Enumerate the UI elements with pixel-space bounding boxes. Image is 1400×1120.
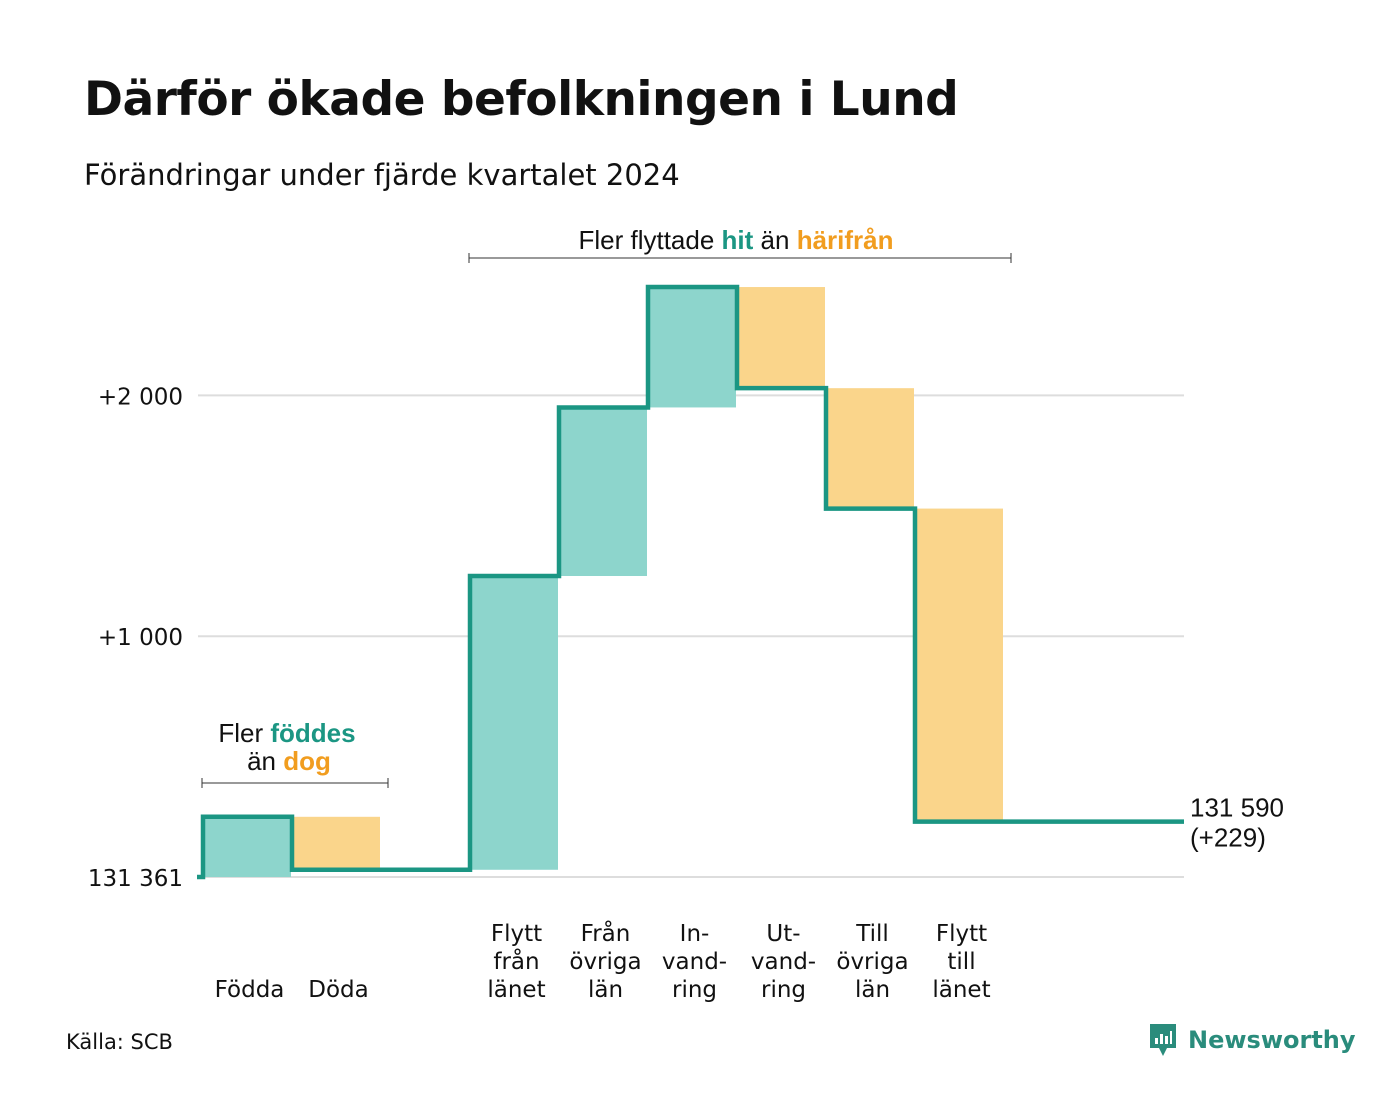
x-label-3-line-2: länet <box>487 977 545 1003</box>
x-label-7: Till övriga län <box>836 921 908 1003</box>
bars <box>205 287 1003 877</box>
newsworthy-logo-icon <box>1150 1024 1176 1056</box>
annotation-natural-line1: Fler föddes <box>218 718 355 748</box>
annotation-natural: Fler föddes än dog <box>201 718 389 788</box>
x-label-5-line-2: ring <box>672 977 717 1003</box>
annotation-migration: Fler flyttade hit än härifrån <box>468 225 1012 263</box>
x-label-6: Ut-vand-ring <box>751 921 816 1003</box>
brand-logo: Newsworthy <box>1148 1022 1356 1058</box>
x-label-4: Från övriga län <box>569 919 641 1003</box>
x-label-3: Flytt från länet <box>487 921 545 1003</box>
x-label-8-line-0: Flytt <box>936 921 987 947</box>
x-label-0-line-0: Födda <box>215 977 285 1003</box>
bar-7 <box>828 388 914 509</box>
y-tick-label-2: +2 000 <box>98 384 183 410</box>
annotation-natural-prefix2: än <box>247 746 283 776</box>
source-note: Källa: SCB <box>66 1030 173 1054</box>
bar-5 <box>650 287 736 408</box>
x-label-7-line-1: övriga <box>836 949 908 975</box>
annotation-migration-middle: än <box>753 225 796 255</box>
annotation-migration-text: Fler flyttade hit än härifrån <box>578 225 893 255</box>
gridlines <box>198 394 1184 878</box>
x-label-6-line-0: Ut- <box>766 921 800 947</box>
y-axis-labels: 131 361 +1 000 +2 000 <box>88 384 183 892</box>
x-label-5-line-1: vand- <box>662 949 727 975</box>
y-tick-label-1: +1 000 <box>98 625 183 651</box>
brand-name: Newsworthy <box>1188 1026 1356 1054</box>
annotation-natural-prefix: Fler <box>218 718 270 748</box>
end-label-line-1: (+229) <box>1190 823 1266 853</box>
bar-0 <box>205 816 291 877</box>
x-label-6-line-1: vand- <box>751 949 816 975</box>
annotation-migration-highlight-away: härifrån <box>797 225 894 255</box>
chart-title: Därför ökade befolkningen i Lund <box>84 72 959 127</box>
x-label-5: In-vand-ring <box>662 921 727 1003</box>
x-label-4-line-0: Från <box>581 919 631 947</box>
x-label-8: Flytt till länet <box>932 921 990 1003</box>
step-line <box>197 284 1184 880</box>
x-label-8-line-2: länet <box>932 977 990 1003</box>
x-label-5-line-0: In- <box>680 921 710 947</box>
x-label-1: Döda <box>308 977 368 1003</box>
x-label-7-line-0: Till <box>855 921 889 947</box>
x-label-4-line-2: län <box>588 977 623 1003</box>
bar-3 <box>472 576 558 870</box>
annotation-migration-prefix: Fler flyttade <box>578 225 721 255</box>
y-tick-label-0: 131 361 <box>88 866 183 892</box>
x-label-3-line-0: Flytt <box>491 921 542 947</box>
x-label-3-line-1: från <box>493 947 539 975</box>
bar-1 <box>294 816 380 870</box>
chart-subtitle: Förändringar under fjärde kvartalet 2024 <box>84 158 680 192</box>
step-line-group <box>197 284 1184 880</box>
x-label-8-line-1: till <box>947 949 975 975</box>
end-label-group: 131 590(+229) <box>1190 793 1284 853</box>
end-label-line-0: 131 590 <box>1190 793 1284 823</box>
x-label-4-line-1: övriga <box>569 949 641 975</box>
x-label-1-line-0: Döda <box>308 977 368 1003</box>
x-label-0: Födda <box>215 977 285 1003</box>
annotation-migration-highlight-here: hit <box>722 225 754 255</box>
x-label-7-line-2: län <box>855 977 890 1003</box>
annotation-natural-line2: än dog <box>247 746 331 776</box>
annotation-natural-highlight-died: dog <box>283 746 331 776</box>
bar-8 <box>917 508 1003 822</box>
bar-6 <box>739 287 825 389</box>
bar-4 <box>561 407 647 576</box>
annotation-natural-highlight-born: föddes <box>270 718 355 748</box>
x-label-6-line-2: ring <box>761 977 806 1003</box>
